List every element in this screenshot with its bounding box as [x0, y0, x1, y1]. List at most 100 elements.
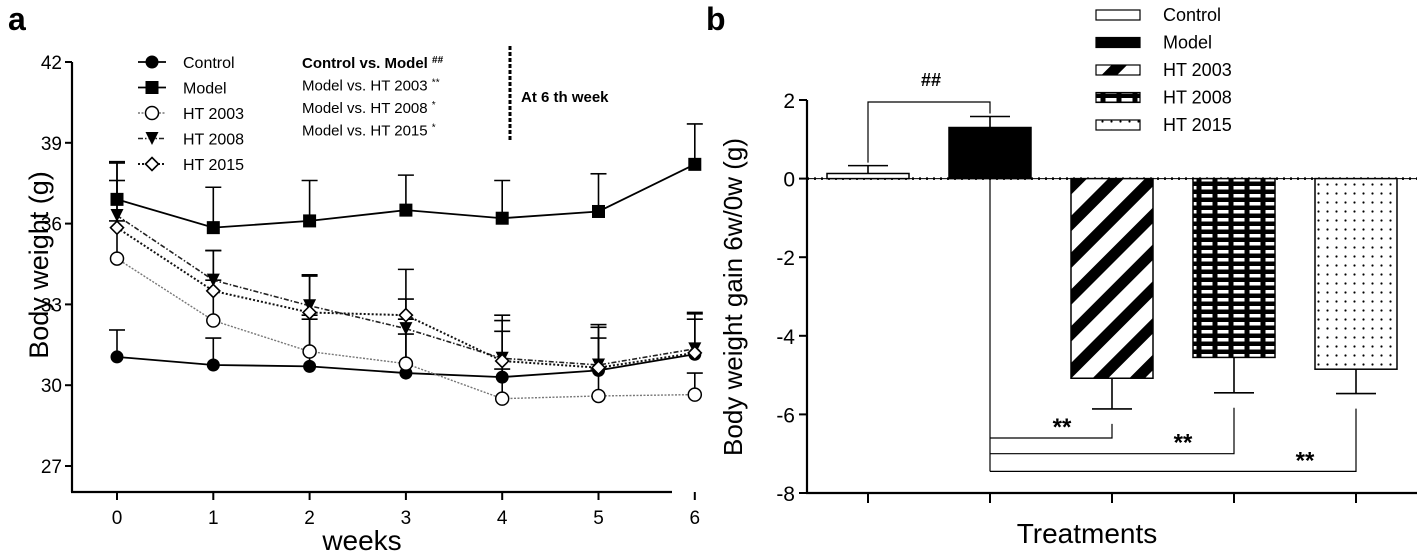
bar-control: [826, 164, 910, 180]
data-point: [109, 220, 125, 236]
legend-label: HT 2015: [183, 157, 244, 174]
panel-a-y-tick-label: 27: [41, 457, 62, 478]
comparison-label: Model vs. HT 2008 *: [302, 100, 436, 117]
legend-item-control: Control: [138, 55, 235, 72]
panel-a-legend: Control Model HT 2003 HT 2008 HT 2015: [138, 55, 244, 174]
bar-ht-2008: [1192, 177, 1276, 394]
panel-a-axes: 27 30 33 36 39 42 0 1 2 3 4 5 6: [41, 53, 700, 529]
legend-item-control: Control: [1095, 5, 1221, 25]
legend-item-ht-2015: HT 2015: [138, 156, 244, 174]
legend-swatch: [1095, 64, 1141, 76]
data-point: [590, 360, 607, 376]
panel-a-plot-area: [109, 123, 703, 406]
panel-a-annotations: Control vs. Model ## Model vs. HT 2003 **…: [302, 46, 609, 140]
legend-label: HT 2008: [183, 132, 244, 149]
bar: [826, 172, 910, 180]
legend-label: HT 2003: [1163, 60, 1232, 80]
significance-bracket: [990, 423, 1113, 439]
comparison-label: Model vs. HT 2003 **: [302, 78, 440, 95]
legend-item-ht-2008: HT 2008: [1095, 88, 1232, 108]
legend-swatch: [1095, 119, 1141, 131]
panel-a-x-tick-label: 2: [304, 508, 315, 529]
panel-a-x-tick-label: 6: [690, 508, 701, 529]
data-point: [494, 391, 510, 406]
legend-label: HT 2003: [183, 106, 244, 123]
panel-b-x-axis-label: Treatments: [1017, 518, 1158, 549]
panel-a-x-axis-label: weeks: [321, 525, 401, 553]
panel-a-x-tick-label: 4: [497, 508, 508, 529]
panel-a-y-tick-label: 33: [41, 295, 62, 316]
panel-a-y-tick-label: 42: [41, 53, 62, 74]
data-point: [687, 387, 703, 402]
significance-label: **: [1053, 414, 1072, 441]
data-point: [206, 313, 221, 328]
panel-b-y-tick-label: -8: [776, 483, 795, 506]
panel-b-y-axis-label: Body weight gain 6w/0w (g): [718, 138, 748, 456]
data-point: [303, 214, 317, 228]
panel-a-x-tick-label: 0: [112, 508, 123, 529]
series-ht-2015: [109, 162, 703, 376]
legend-swatch: [1095, 91, 1141, 104]
data-point: [205, 283, 221, 299]
comparison-label: Control vs. Model ##: [302, 55, 444, 72]
data-point: [302, 344, 317, 359]
bar: [948, 126, 1032, 180]
data-point: [399, 322, 413, 336]
data-point: [495, 211, 509, 225]
legend-label: Control: [1163, 5, 1221, 25]
week-note: At 6 th week: [521, 89, 609, 106]
panel-a-y-axis-label: Body weight (g): [24, 171, 54, 359]
legend-swatch: [1095, 36, 1141, 49]
comparison-label: Model vs. HT 2015 *: [302, 123, 436, 140]
legend-item-ht-2003: HT 2003: [138, 105, 244, 123]
data-point: [303, 359, 317, 373]
legend-marker: [144, 156, 160, 172]
bar: [1070, 177, 1154, 379]
data-point: [591, 388, 606, 404]
bar-ht-2015: [1314, 177, 1398, 395]
legend-label: Model: [1163, 33, 1212, 53]
data-point: [592, 204, 605, 218]
legend-marker: [145, 55, 159, 69]
panel-a-x-tick-label: 3: [401, 508, 412, 529]
significance-label: **: [1296, 447, 1315, 474]
panel-a-y-tick-label: 39: [41, 134, 62, 155]
legend-swatch: [1095, 9, 1141, 21]
data-point: [301, 304, 318, 321]
legend-marker: [145, 81, 159, 94]
panel-b-plot-area: ## ** ** **: [826, 70, 1398, 474]
legend-label: HT 2015: [1163, 115, 1232, 135]
bar-ht-2003: [1070, 177, 1154, 410]
data-point: [109, 251, 125, 266]
legend-marker: [144, 105, 160, 121]
data-point: [398, 356, 414, 371]
significance-label: ##: [921, 70, 941, 90]
significance-bracket: [867, 101, 991, 163]
data-point: [399, 203, 413, 217]
panel-a-x-tick-label: 5: [593, 508, 604, 529]
panel-a-y-tick-label: 36: [41, 215, 62, 236]
panel-b-label: b: [706, 1, 726, 37]
panel-a-y-tick-label: 30: [41, 376, 62, 397]
panel-b-legend: Control Model HT 2003 HT 2008 HT 2015: [1095, 5, 1232, 135]
bar-model: [948, 115, 1032, 180]
legend-item-ht-2008: HT 2008: [138, 132, 244, 149]
legend-item-ht-2003: HT 2003: [1095, 60, 1232, 80]
significance-label: **: [1174, 430, 1193, 457]
legend-label: Control: [183, 55, 235, 72]
legend-item-ht-2015: HT 2015: [1095, 115, 1232, 135]
legend-label: HT 2008: [1163, 88, 1232, 108]
panel-b-y-tick-label: 0: [783, 169, 795, 192]
significance-bracket: [990, 408, 1357, 472]
series-model: [109, 123, 703, 235]
significance-bracket: [990, 407, 1235, 455]
legend-item-model: Model: [1095, 33, 1212, 53]
panel-b-y-tick-label: -6: [776, 404, 795, 427]
legend-item-model: Model: [138, 81, 227, 98]
data-point: [110, 350, 124, 364]
panel-b-y-tick-label: -4: [776, 326, 795, 349]
panel-a-label: a: [8, 1, 26, 37]
data-point: [688, 157, 702, 171]
bar: [1314, 177, 1398, 370]
